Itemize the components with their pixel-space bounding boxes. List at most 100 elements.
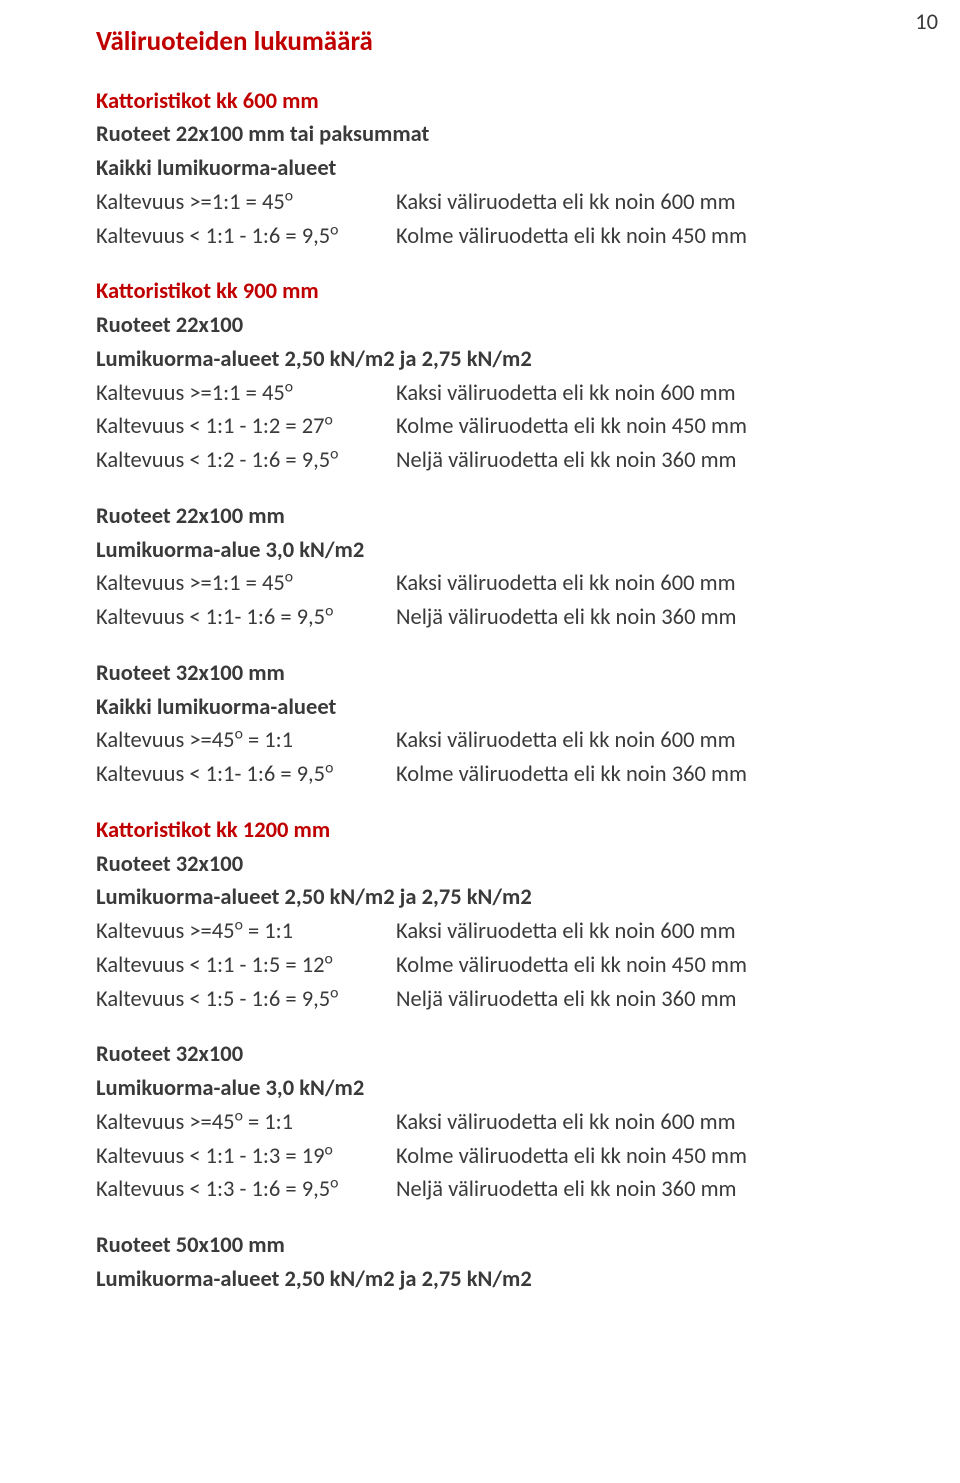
degree-superscript: o bbox=[330, 445, 338, 464]
spec-left-pre: Kaltevuus >=45 bbox=[96, 918, 235, 945]
spec-left-pre: Kaltevuus < 1:1 - 1:2 = 27 bbox=[96, 413, 325, 440]
spec-row: Kaltevuus < 1:3 - 1:6 = 9,5oNeljä väliru… bbox=[96, 1173, 864, 1207]
spec-left-pre: Kaltevuus < 1:1- 1:6 = 9,5 bbox=[96, 761, 325, 788]
section-block: Kattoristikot kk 900 mmRuoteet 22x100Lum… bbox=[96, 275, 864, 478]
degree-superscript: o bbox=[325, 949, 333, 968]
degree-superscript: o bbox=[285, 186, 293, 205]
heading-bold: Ruoteet 32x100 bbox=[96, 848, 864, 882]
heading-bold: Ruoteet 32x100 bbox=[96, 1038, 864, 1072]
page-number: 10 bbox=[915, 6, 938, 40]
sections-container: Kattoristikot kk 600 mmRuoteet 22x100 mm… bbox=[96, 85, 864, 1297]
spec-left: Kaltevuus < 1:3 - 1:6 = 9,5o bbox=[96, 1173, 396, 1207]
spec-left: Kaltevuus < 1:1- 1:6 = 9,5o bbox=[96, 601, 396, 635]
spec-left: Kaltevuus >=1:1 = 45o bbox=[96, 567, 396, 601]
spec-row: Kaltevuus >=45o = 1:1Kaksi väliruodetta … bbox=[96, 724, 864, 758]
degree-superscript: o bbox=[325, 411, 333, 430]
section-block: Ruoteet 32x100Lumikuorma-alue 3,0 kN/m2K… bbox=[96, 1038, 864, 1207]
spec-row: Kaltevuus < 1:1- 1:6 = 9,5o Kolme väliruo… bbox=[96, 758, 864, 792]
heading-bold: Lumikuorma-alueet 2,50 kN/m2 ja 2,75 kN/… bbox=[96, 881, 864, 915]
heading-red: Kattoristikot kk 1200 mm bbox=[96, 814, 864, 848]
spec-left: Kaltevuus >=45o = 1:1 bbox=[96, 724, 396, 758]
spec-right: Kaksi väliruodetta eli kk noin 600 mm bbox=[396, 1106, 864, 1140]
degree-superscript: o bbox=[330, 220, 338, 239]
degree-superscript: o bbox=[235, 916, 243, 935]
heading-bold: Ruoteet 32x100 mm bbox=[96, 657, 864, 691]
spec-right: Neljä väliruodetta eli kk noin 360 mm bbox=[396, 444, 864, 478]
spec-left-post: = 1:1 bbox=[243, 918, 293, 945]
degree-superscript: o bbox=[330, 983, 338, 1002]
spec-row: Kaltevuus >=1:1 = 45oKaksi väliruodetta … bbox=[96, 377, 864, 411]
heading-bold: Kaikki lumikuorma-alueet bbox=[96, 152, 864, 186]
spec-left-pre: Kaltevuus < 1:1 - 1:5 = 12 bbox=[96, 952, 325, 979]
degree-superscript: o bbox=[325, 602, 333, 621]
degree-superscript: o bbox=[235, 1106, 243, 1125]
spec-row: Kaltevuus < 1:1 - 1:6 = 9,5oKolme väliru… bbox=[96, 220, 864, 254]
spec-left: Kaltevuus < 1:1 - 1:3 = 19o bbox=[96, 1140, 396, 1174]
heading-bold: Ruoteet 50x100 mm bbox=[96, 1229, 864, 1263]
spec-right: Kaksi väliruodetta eli kk noin 600 mm bbox=[396, 377, 864, 411]
spec-left: Kaltevuus < 1:5 - 1:6 = 9,5o bbox=[96, 983, 396, 1017]
spec-left: Kaltevuus >=45o = 1:1 bbox=[96, 1106, 396, 1140]
degree-superscript: o bbox=[285, 377, 293, 396]
spec-right: Kolme väliruodetta eli kk noin 450 mm bbox=[396, 1140, 864, 1174]
spec-left-pre: Kaltevuus >=1:1 = 45 bbox=[96, 570, 285, 597]
spec-left-pre: Kaltevuus < 1:3 - 1:6 = 9,5 bbox=[96, 1176, 330, 1203]
spec-right: Kolme väliruodetta eli kk noin 450 mm bbox=[396, 220, 864, 254]
spec-left-post: = 1:1 bbox=[243, 1109, 293, 1136]
spec-right: Neljä väliruodetta eli kk noin 360 mm bbox=[396, 1173, 864, 1207]
spec-left-pre: Kaltevuus < 1:2 - 1:6 = 9,5 bbox=[96, 447, 330, 474]
section-block: Kattoristikot kk 600 mmRuoteet 22x100 mm… bbox=[96, 85, 864, 254]
spec-row: Kaltevuus < 1:1 - 1:5 = 12oKolme väliruo… bbox=[96, 949, 864, 983]
spec-row: Kaltevuus >=45o = 1:1Kaksi väliruodetta … bbox=[96, 915, 864, 949]
spec-left-pre: Kaltevuus >=1:1 = 45 bbox=[96, 189, 285, 216]
degree-superscript: o bbox=[325, 1140, 333, 1159]
heading-red: Kattoristikot kk 900 mm bbox=[96, 275, 864, 309]
spec-left: Kaltevuus >=1:1 = 45o bbox=[96, 377, 396, 411]
spec-left: Kaltevuus < 1:2 - 1:6 = 9,5o bbox=[96, 444, 396, 478]
spec-left-post: = 1:1 bbox=[243, 727, 293, 754]
heading-bold: Lumikuorma-alue 3,0 kN/m2 bbox=[96, 1072, 864, 1106]
spec-left-pre: Kaltevuus < 1:1- 1:6 = 9,5 bbox=[96, 604, 325, 631]
degree-superscript: o bbox=[330, 1174, 338, 1193]
spec-right: Kolme väliruodetta eli kk noin 450 mm bbox=[396, 410, 864, 444]
heading-bold: Lumikuorma-alueet 2,50 kN/m2 ja 2,75 kN/… bbox=[96, 343, 864, 377]
spec-right: Neljä väliruodetta eli kk noin 360 mm bbox=[396, 601, 864, 635]
spec-right: Kaksi väliruodetta eli kk noin 600 mm bbox=[396, 915, 864, 949]
spec-right: Neljä väliruodetta eli kk noin 360 mm bbox=[396, 983, 864, 1017]
heading-bold: Kaikki lumikuorma-alueet bbox=[96, 691, 864, 725]
spec-right: Kaksi väliruodetta eli kk noin 600 mm bbox=[396, 567, 864, 601]
page-title: Väliruoteiden lukumäärä bbox=[96, 22, 864, 63]
heading-bold: Ruoteet 22x100 mm bbox=[96, 500, 864, 534]
spec-right: Kolme väliruodetta eli kk noin 360 mm bbox=[396, 758, 864, 792]
spec-row: Kaltevuus < 1:1 - 1:2 = 27oKolme väliruo… bbox=[96, 410, 864, 444]
spec-right: Kaksi väliruodetta eli kk noin 600 mm bbox=[396, 724, 864, 758]
spec-left-pre: Kaltevuus < 1:1 - 1:3 = 19 bbox=[96, 1143, 325, 1170]
section-block: Ruoteet 22x100 mmLumikuorma-alue 3,0 kN/… bbox=[96, 500, 864, 635]
section-block: Ruoteet 32x100 mmKaikki lumikuorma-aluee… bbox=[96, 657, 864, 792]
section-block: Ruoteet 50x100 mmLumikuorma-alueet 2,50 … bbox=[96, 1229, 864, 1297]
section-block: Kattoristikot kk 1200 mmRuoteet 32x100Lu… bbox=[96, 814, 864, 1017]
spec-row: Kaltevuus >=45o = 1:1Kaksi väliruodetta … bbox=[96, 1106, 864, 1140]
spec-row: Kaltevuus < 1:2 - 1:6 = 9,5oNeljä väliru… bbox=[96, 444, 864, 478]
spec-left-pre: Kaltevuus < 1:5 - 1:6 = 9,5 bbox=[96, 986, 330, 1013]
heading-bold: Lumikuorma-alueet 2,50 kN/m2 ja 2,75 kN/… bbox=[96, 1263, 864, 1297]
spec-row: Kaltevuus < 1:1- 1:6 = 9,5oNeljä väliruo… bbox=[96, 601, 864, 635]
degree-superscript: o bbox=[285, 568, 293, 587]
heading-red: Kattoristikot kk 600 mm bbox=[96, 85, 864, 119]
spec-row: Kaltevuus >=1:1 = 45o Kaksi väliruodetta … bbox=[96, 186, 864, 220]
heading-bold: Lumikuorma-alue 3,0 kN/m2 bbox=[96, 534, 864, 568]
spec-left-pre: Kaltevuus >=1:1 = 45 bbox=[96, 380, 285, 407]
degree-superscript: o bbox=[325, 759, 333, 778]
heading-bold: Ruoteet 22x100 mm tai paksummat bbox=[96, 118, 864, 152]
spec-left-pre: Kaltevuus >=45 bbox=[96, 1109, 235, 1136]
spec-left: Kaltevuus < 1:1 - 1:5 = 12o bbox=[96, 949, 396, 983]
spec-right: Kaksi väliruodetta eli kk noin 600 mm bbox=[396, 186, 864, 220]
heading-bold: Ruoteet 22x100 bbox=[96, 309, 864, 343]
spec-left: Kaltevuus >=45o = 1:1 bbox=[96, 915, 396, 949]
spec-left: Kaltevuus < 1:1 - 1:6 = 9,5o bbox=[96, 220, 396, 254]
spec-left: Kaltevuus < 1:1 - 1:2 = 27o bbox=[96, 410, 396, 444]
spec-row: Kaltevuus < 1:5 - 1:6 = 9,5oNeljä väliru… bbox=[96, 983, 864, 1017]
spec-left-pre: Kaltevuus >=45 bbox=[96, 727, 235, 754]
spec-row: Kaltevuus >=1:1 = 45oKaksi väliruodetta … bbox=[96, 567, 864, 601]
spec-right: Kolme väliruodetta eli kk noin 450 mm bbox=[396, 949, 864, 983]
